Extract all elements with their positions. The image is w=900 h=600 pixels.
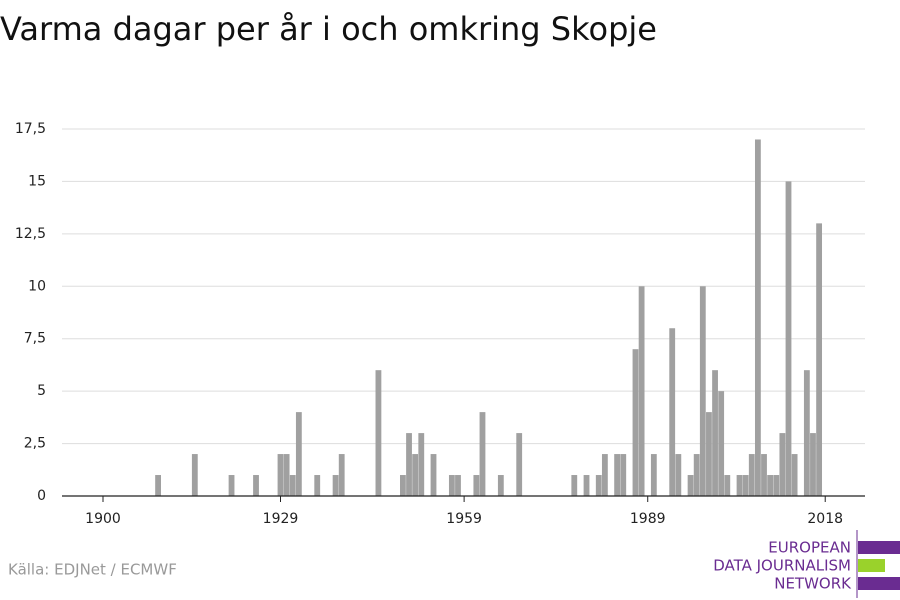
- bar: [650, 454, 657, 496]
- bar: [601, 454, 608, 496]
- bar: [742, 475, 749, 496]
- bar: [430, 454, 437, 496]
- x-tick-label: 1989: [630, 511, 666, 527]
- bar: [687, 475, 694, 496]
- bar: [724, 475, 731, 496]
- bar: [773, 475, 780, 496]
- bar: [761, 454, 767, 496]
- y-tick-label: 10: [28, 278, 46, 294]
- x-tick-label: 1929: [263, 511, 299, 527]
- bar: [706, 412, 712, 496]
- bar: [712, 370, 718, 496]
- bar: [718, 391, 725, 496]
- bar: [595, 475, 602, 496]
- bar: [412, 454, 419, 496]
- bar: [338, 454, 345, 496]
- bar: [375, 370, 382, 496]
- bar: [810, 433, 816, 496]
- bar: [406, 433, 412, 496]
- bar: [779, 433, 786, 496]
- bar: [400, 475, 406, 496]
- bar: [669, 328, 676, 496]
- bar: [638, 286, 645, 496]
- y-tick-label: 0: [37, 488, 46, 504]
- bar: [754, 139, 761, 496]
- bar: [497, 475, 504, 496]
- bar: [479, 412, 486, 496]
- x-tick-label: 2018: [807, 511, 843, 527]
- x-tick-label: 1959: [446, 511, 482, 527]
- bar: [455, 475, 461, 496]
- bar: [620, 454, 627, 496]
- logo-text: NETWORK: [774, 575, 852, 593]
- bar: [675, 454, 682, 496]
- y-tick-label: 12,5: [15, 226, 46, 242]
- bar: [155, 475, 161, 496]
- bar: [736, 475, 743, 496]
- bar: [314, 475, 321, 496]
- bar: [228, 475, 235, 496]
- bar: [418, 433, 425, 496]
- x-tick-label: 1900: [85, 511, 121, 527]
- bar: [632, 349, 639, 496]
- bar: [289, 475, 296, 496]
- y-tick-label: 7,5: [24, 331, 46, 347]
- bar: [191, 454, 198, 496]
- bar: [253, 475, 259, 496]
- bar: [283, 454, 290, 496]
- y-tick-label: 17,5: [15, 121, 46, 137]
- bar: [332, 475, 339, 496]
- bar: [785, 181, 792, 496]
- logo-text: EUROPEAN: [768, 539, 851, 557]
- bar: [448, 475, 455, 496]
- bar: [748, 454, 755, 496]
- y-tick-label: 15: [28, 173, 46, 189]
- bar: [583, 475, 590, 496]
- bar: [803, 370, 810, 496]
- bar: [295, 412, 302, 496]
- bar: [516, 433, 523, 496]
- bar: [693, 454, 700, 496]
- bar: [571, 475, 578, 496]
- bar: [699, 286, 706, 496]
- y-tick-label: 2,5: [24, 436, 46, 452]
- y-tick-label: 5: [37, 383, 46, 399]
- bar: [816, 223, 823, 496]
- source: Källa: EDJNet / ECMWF: [8, 561, 177, 579]
- logo-bar: [858, 577, 900, 590]
- logo-text: DATA JOURNALISM: [713, 557, 851, 575]
- bar: [767, 475, 774, 496]
- logo-bar: [858, 541, 900, 554]
- bar: [614, 454, 621, 496]
- bar: [791, 454, 798, 496]
- bar: [473, 475, 480, 496]
- bar: [277, 454, 284, 496]
- chart-title: Varma dagar per år i och omkring Skopje: [0, 10, 657, 48]
- logo-bar: [858, 559, 885, 572]
